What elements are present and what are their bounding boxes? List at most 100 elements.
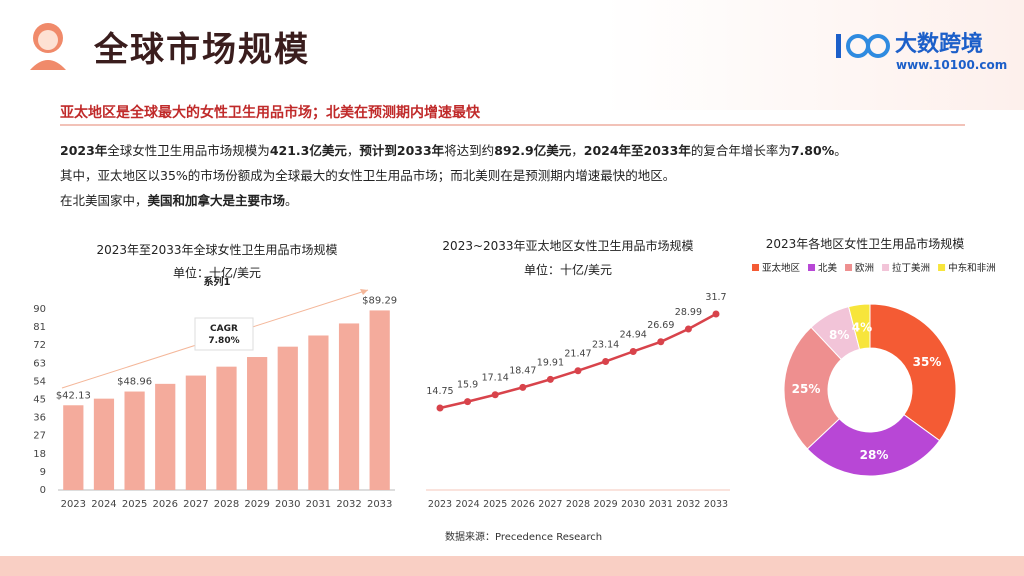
bar: [63, 405, 84, 490]
chart-subtitle: 单位：十亿/美元: [173, 265, 261, 280]
point: [602, 357, 610, 365]
x-tick-label: 2033: [704, 499, 728, 510]
text-run: ，: [571, 143, 584, 158]
x-tick-label: 2028: [566, 499, 590, 510]
bar: [308, 335, 329, 490]
paragraph: 2023年全球女性卫生用品市场规模为421.3亿美元，预计到2033年将达到约8…: [60, 138, 847, 163]
value-label: 23.14: [592, 339, 619, 350]
y-tick-label: 72: [33, 340, 46, 351]
line: [439, 312, 717, 410]
legend-swatch: [808, 264, 816, 271]
logo-url: www.10100.com: [896, 58, 1008, 72]
donut-segment: [783, 326, 842, 450]
text-run: 将达到约: [444, 143, 495, 158]
value-label: 35%: [913, 355, 942, 369]
legend-swatch: [882, 264, 890, 271]
point: [436, 404, 444, 412]
x-tick-label: 2032: [676, 499, 700, 510]
x-tick-label: 2031: [649, 499, 673, 510]
value-label: 25%: [792, 382, 821, 396]
x-tick-label: 2029: [244, 499, 269, 510]
value-label: 17.14: [482, 373, 509, 384]
page-title: 全球市场规模: [94, 30, 310, 70]
legend-swatch: [938, 264, 946, 271]
bar: [155, 383, 176, 490]
value-label: 31.7: [705, 292, 726, 303]
text-run: 其中，亚太地区以35%的市场份额成为全球最大的女性卫生用品市场；而北美则在是预测…: [60, 168, 676, 183]
bar: [124, 391, 145, 490]
x-tick-label: 2032: [336, 499, 361, 510]
bar: [247, 357, 268, 490]
logo-mark: [836, 34, 890, 58]
chart-subtitle: 单位：十亿/美元: [524, 262, 612, 277]
value-label: 28%: [860, 448, 889, 462]
x-tick-label: 2029: [594, 499, 618, 510]
value-label: 4%: [852, 321, 872, 335]
x-tick-label: 2023: [428, 499, 452, 510]
point: [519, 383, 527, 391]
donut-segment: [848, 303, 871, 350]
y-tick-label: 18: [33, 449, 46, 460]
legend-label: 亚太地区: [762, 262, 801, 274]
bar: [277, 346, 298, 490]
y-tick-label: 45: [33, 395, 46, 406]
text-run: 。: [285, 193, 298, 208]
avatar-icon: [30, 23, 66, 70]
annotation-box: [194, 317, 254, 351]
text-run: 892.9亿美元: [494, 143, 572, 158]
bar: [369, 310, 390, 490]
legend-swatch: [845, 264, 853, 271]
y-tick-label: 54: [33, 376, 46, 387]
value-label: 14.75: [426, 386, 453, 397]
x-tick-label: 2028: [214, 499, 239, 510]
x-tick-label: 2031: [306, 499, 331, 510]
y-tick-label: 63: [33, 358, 46, 369]
value-label: 26.69: [647, 320, 674, 331]
bar: [185, 375, 206, 490]
text-run: 2024年至2033年: [583, 143, 691, 158]
series-name: 系列1: [204, 275, 231, 288]
x-tick-label: 2024: [456, 499, 480, 510]
bar: [216, 366, 237, 490]
arrow-head: [360, 289, 368, 295]
point: [712, 310, 720, 318]
y-tick-label: 36: [33, 413, 46, 424]
legend-label: 中东和非洲: [948, 262, 996, 274]
point: [546, 375, 554, 383]
point: [464, 398, 472, 406]
x-tick-label: 2030: [275, 499, 300, 510]
source: 数据来源：Precedence Research: [445, 532, 603, 543]
point: [657, 338, 665, 346]
value-label: 18.47: [509, 365, 536, 376]
chart-title: 2023年至2033年全球女性卫生用品市场规模: [96, 242, 337, 257]
x-tick-label: 2023: [61, 499, 86, 510]
top-deco: [604, 0, 1024, 110]
x-tick-label: 2026: [511, 499, 535, 510]
y-tick-label: 90: [33, 304, 46, 315]
text-run: 7.80%: [790, 143, 835, 158]
chart-title: 2023年各地区女性卫生用品市场规模: [766, 236, 965, 251]
legend-label: 欧洲: [855, 262, 874, 274]
text-run: 预计到2033年: [359, 143, 445, 158]
legend-swatch: [752, 264, 759, 271]
y-tick-label: 9: [40, 467, 46, 478]
annotation: 7.80%: [208, 336, 239, 346]
value-label: 28.99: [675, 307, 702, 318]
value-label: 15.9: [457, 380, 478, 391]
text-run: 的复合年增长率为: [690, 143, 791, 158]
paragraphs: 2023年全球女性卫生用品市场规模为421.3亿美元，预计到2033年将达到约8…: [60, 138, 847, 213]
y-tick-label: 27: [33, 431, 46, 442]
text-run: 全球女性卫生用品市场规模为: [107, 143, 270, 158]
x-tick-label: 2026: [153, 499, 178, 510]
text-run: 美国和加拿大是主要市场: [147, 193, 286, 208]
bottom-strip: [0, 556, 1024, 576]
value-label: 8%: [829, 328, 849, 342]
x-tick-label: 2024: [91, 499, 116, 510]
value-label: 24.94: [620, 329, 647, 340]
x-tick-label: 2027: [538, 499, 562, 510]
paragraph: 在北美国家中，美国和加拿大是主要市场。: [60, 188, 847, 213]
text-run: 2023年: [60, 143, 108, 158]
x-tick-label: 2033: [367, 499, 392, 510]
paragraph: 其中，亚太地区以35%的市场份额成为全球最大的女性卫生用品市场；而北美则在是预测…: [60, 163, 847, 188]
donut-segment: [869, 303, 957, 442]
